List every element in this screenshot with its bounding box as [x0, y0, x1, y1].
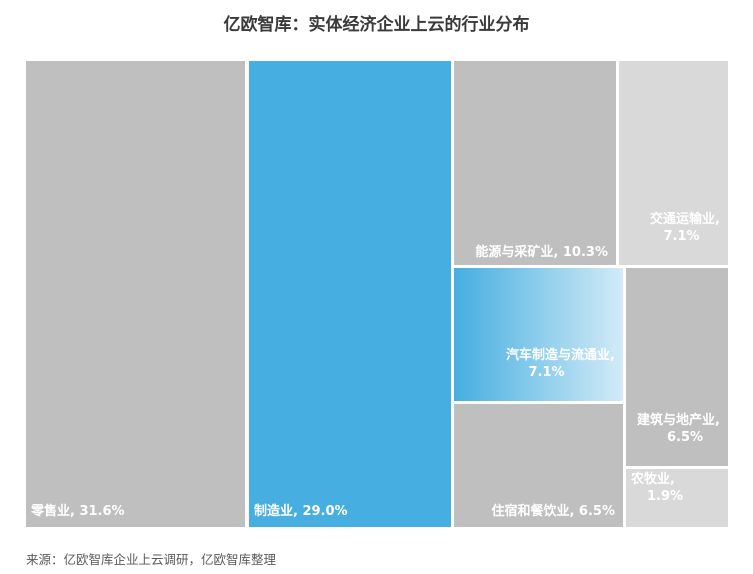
tile-label-8: 农牧业, 1.9% — [630, 471, 683, 504]
tile-7 — [626, 268, 728, 466]
tile-5 — [454, 268, 623, 401]
tile-label-6: 住宿和餐饮业, 6.5% — [491, 503, 615, 519]
tile-1 — [26, 61, 245, 527]
tile-label-1: 零售业, 31.6% — [30, 503, 125, 519]
source-note: 来源：亿欧智库企业上云调研，亿欧智库整理 — [26, 552, 277, 567]
tile-label-5: 汽车制造与流通业, 7.1% — [506, 347, 615, 380]
tile-6 — [454, 404, 623, 527]
tile-3 — [454, 61, 616, 265]
tile-4 — [619, 61, 728, 265]
tile-label-4: 交通运输业, 7.1% — [650, 211, 720, 244]
tile-label-3: 能源与采矿业, 10.3% — [475, 244, 608, 260]
tile-8 — [626, 469, 728, 527]
tile-2 — [249, 61, 451, 527]
tile-label-2: 制造业, 29.0% — [254, 503, 348, 519]
chart-title: 亿欧智库：实体经济企业上云的行业分布 — [223, 15, 530, 35]
tile-label-7: 建筑与地产业, 6.5% — [637, 412, 720, 445]
